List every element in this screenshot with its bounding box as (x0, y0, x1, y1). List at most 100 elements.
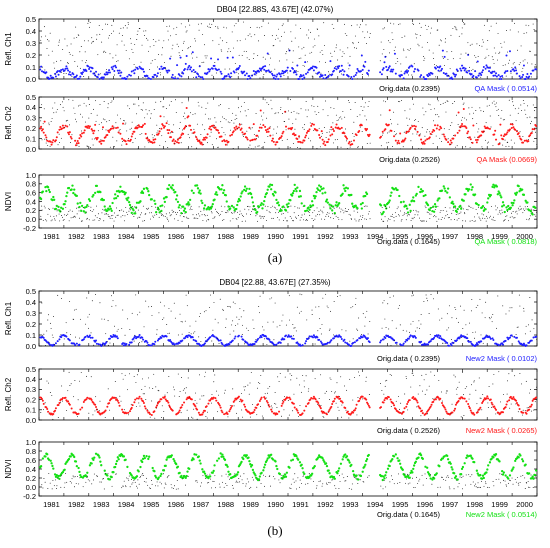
orig-point (260, 78, 261, 79)
mask-point (223, 189, 225, 191)
orig-point (116, 208, 117, 209)
orig-point (129, 373, 130, 374)
orig-point (188, 205, 189, 206)
mask-point (257, 338, 259, 340)
mask-point (356, 207, 358, 209)
orig-point (409, 109, 410, 110)
orig-point (505, 219, 506, 220)
orig-point (438, 219, 439, 220)
orig-point (504, 119, 505, 120)
orig-point (511, 307, 512, 308)
orig-point (257, 388, 258, 389)
mask-point (495, 139, 497, 141)
orig-point (227, 210, 228, 211)
mask-point (445, 411, 447, 413)
orig-point (246, 214, 247, 215)
mask-point (502, 201, 504, 203)
orig-point (516, 120, 517, 121)
orig-point (284, 207, 285, 208)
mask-point (276, 141, 278, 143)
orig-point (141, 109, 142, 110)
mask-point (178, 206, 180, 208)
mask-point (351, 143, 353, 145)
mask-point (150, 78, 152, 80)
orig-point (320, 328, 321, 329)
mask-point (79, 76, 81, 78)
orig-point (107, 341, 108, 342)
orig-point (95, 100, 96, 101)
mask-point (175, 198, 177, 200)
orig-point (296, 378, 297, 379)
mask-point (474, 70, 476, 72)
orig-point (214, 125, 215, 126)
orig-point (484, 207, 485, 208)
mask-point (254, 343, 256, 345)
mask-point (322, 77, 324, 79)
mask-point (476, 76, 478, 78)
orig-point (280, 373, 281, 374)
orig-point (471, 310, 472, 311)
orig-point (66, 215, 67, 216)
orig-point (213, 78, 214, 79)
orig-point (411, 220, 412, 221)
mask-point (191, 70, 193, 72)
orig-point (192, 209, 193, 210)
mask-point (349, 64, 351, 66)
mask-point (106, 73, 108, 75)
orig-point (510, 307, 511, 308)
mask-point (352, 412, 354, 414)
orig-data-label: Orig.data ( 0.2395) (377, 354, 440, 363)
orig-point (363, 313, 364, 314)
mask-point (96, 185, 98, 187)
mask-point (503, 135, 505, 137)
mask-point (234, 71, 236, 73)
orig-point (384, 27, 385, 28)
mask-point (333, 130, 335, 132)
orig-point (79, 210, 80, 211)
orig-point (157, 329, 158, 330)
orig-point (151, 212, 152, 213)
mask-point (174, 140, 176, 142)
orig-point (257, 146, 258, 147)
mask-point (117, 70, 119, 72)
mask-point (111, 128, 113, 130)
orig-point (481, 334, 482, 335)
orig-point (176, 214, 177, 215)
mask-point (466, 132, 468, 134)
mask-point (256, 135, 258, 137)
orig-point (128, 211, 129, 212)
orig-point (253, 328, 254, 329)
orig-point (444, 65, 445, 66)
mask-point (384, 337, 386, 339)
orig-point (460, 212, 461, 213)
orig-point (66, 410, 67, 411)
mask-point (195, 76, 197, 78)
orig-point (227, 306, 228, 307)
mask-point (114, 397, 116, 399)
orig-point (224, 393, 225, 394)
orig-point (453, 375, 454, 376)
orig-point (127, 214, 128, 215)
orig-point (474, 216, 475, 217)
orig-point (486, 216, 487, 217)
orig-point (66, 73, 67, 74)
mask-point (431, 73, 433, 75)
orig-point (54, 102, 55, 103)
mask-point (498, 74, 500, 76)
mask-point (419, 408, 421, 410)
orig-point (475, 390, 476, 391)
orig-point (45, 36, 46, 37)
mask-point (460, 70, 462, 72)
subfigure-label: (a) (268, 250, 282, 265)
mask-point (411, 125, 413, 127)
mask-point (221, 73, 223, 75)
orig-point (357, 330, 358, 331)
mask-point (451, 344, 453, 346)
orig-point (290, 31, 291, 32)
orig-point (502, 212, 503, 213)
mask-point (186, 55, 188, 57)
mask-point (404, 341, 406, 343)
orig-point (179, 55, 180, 56)
mask-point (88, 127, 90, 129)
orig-point (383, 49, 384, 50)
